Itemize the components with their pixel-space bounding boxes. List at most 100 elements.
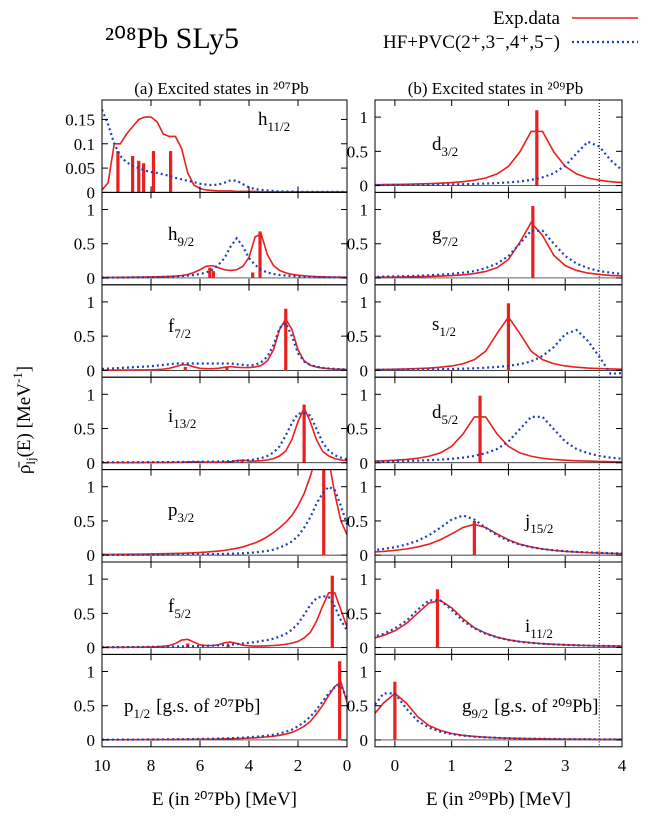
strength-bar <box>330 575 334 648</box>
panel-frame <box>101 469 348 563</box>
panel-frame <box>101 191 348 286</box>
state-sub: 5/2 <box>442 412 459 427</box>
y-tick-label: 0.5 <box>347 142 368 161</box>
panel-frame <box>374 376 623 471</box>
x-tick-label: 2 <box>294 756 303 775</box>
strength-bar <box>142 163 146 193</box>
strength-bar <box>531 206 535 278</box>
state-sub: 11/2 <box>530 626 553 641</box>
state-letter: d <box>432 402 442 423</box>
y-label-end: ] <box>14 366 35 372</box>
y-tick-label: 1 <box>360 663 369 682</box>
state-sub: 1/2 <box>439 324 456 339</box>
x-tick-label: 4 <box>245 756 254 775</box>
y-tick-label: 1 <box>360 201 369 220</box>
strength-bar <box>302 404 306 463</box>
y-tick-label: 0.5 <box>347 512 368 531</box>
state-label: p1/2 [g.s. of ²⁰⁷Pb] <box>124 696 261 721</box>
y-label-sup: -1 <box>10 372 25 383</box>
x-tick-label: 10 <box>94 756 111 775</box>
series-line <box>375 328 622 375</box>
strength-bar <box>169 151 173 193</box>
panel <box>102 109 347 193</box>
y-tick-label: 0 <box>87 183 96 202</box>
state-label: i13/2 <box>168 406 196 431</box>
y-tick-label: 0.5 <box>74 697 95 716</box>
panel-frame <box>374 191 623 286</box>
series-line <box>375 140 622 187</box>
strength-bar <box>393 681 397 740</box>
strength-bar <box>240 461 244 463</box>
y-tick-label: 0.5 <box>347 604 368 623</box>
strength-bar <box>183 366 187 371</box>
series-line <box>102 236 347 279</box>
series-line <box>375 415 622 463</box>
figure-title: ²⁰⁸Pb SLy5 <box>105 22 239 55</box>
panel <box>102 469 347 557</box>
strength-bar <box>225 366 229 371</box>
state-label: g9/2 [g.s. of ²⁰⁹Pb] <box>462 696 599 721</box>
y-tick-label: 0.5 <box>74 327 95 346</box>
state-sub: 1/2 <box>134 706 151 721</box>
strength-bar <box>137 160 141 193</box>
panel-title: (a) Excited states in ²⁰⁷Pb <box>134 79 309 98</box>
panel <box>375 100 622 193</box>
state-letter: i <box>168 406 173 427</box>
state-label: i11/2 <box>525 616 553 641</box>
state-letter: h <box>258 109 268 130</box>
y-tick-label: 0 <box>360 361 369 380</box>
series-line <box>102 485 347 557</box>
y-tick-label: 1 <box>87 478 96 497</box>
panel-frame <box>101 284 348 378</box>
series-line <box>102 595 347 649</box>
strength-bar <box>116 151 120 193</box>
state-letter: f <box>168 316 175 337</box>
x-tick-label: 3 <box>561 756 570 775</box>
panel-frame <box>101 653 348 748</box>
y-tick-label: 0.05 <box>65 159 95 178</box>
y-tick-label: 0 <box>360 546 369 565</box>
y-tick-label: 0.5 <box>347 420 368 439</box>
series-line <box>375 221 622 279</box>
strength-bar <box>435 589 440 648</box>
y-tick-label: 0.5 <box>347 327 368 346</box>
state-sub: 3/2 <box>178 510 195 525</box>
y-tick-label: 0 <box>360 269 369 288</box>
state-sub: 7/2 <box>174 326 191 341</box>
series-line <box>375 315 622 371</box>
panel-frame <box>101 561 348 655</box>
x-axis-label: E (in ²⁰⁷Pb) [MeV] <box>152 789 297 810</box>
x-tick-label: 6 <box>196 756 205 775</box>
panel-title: (b) Excited states in ²⁰⁹Pb <box>408 79 584 98</box>
state-label: h9/2 <box>168 224 194 249</box>
state-label: h11/2 <box>258 109 290 134</box>
series-line <box>375 599 622 647</box>
y-tick-label: 1 <box>360 108 369 127</box>
y-tick-label: 0 <box>87 731 96 750</box>
state-sub: 5/2 <box>174 606 191 621</box>
y-tick-label: 1 <box>360 478 369 497</box>
y-tick-label: 0 <box>87 361 96 380</box>
y-tick-label: 1 <box>87 663 96 682</box>
panel-frame <box>374 653 623 748</box>
state-sub: 9/2 <box>178 234 195 249</box>
y-label-rest: (E) [MeV <box>14 383 35 458</box>
strength-bar <box>472 520 476 556</box>
series-line <box>102 683 347 741</box>
y-tick-label: 1 <box>360 570 369 589</box>
strength-bar <box>535 110 539 186</box>
strength-bar <box>208 267 212 278</box>
x-axis-label: E (in ²⁰⁹Pb) [MeV] <box>426 789 571 810</box>
panel <box>102 231 347 279</box>
panel-frame <box>374 99 623 193</box>
series-line <box>102 109 347 193</box>
state-sub: 11/2 <box>268 119 291 134</box>
state-letter: f <box>168 596 175 617</box>
state-letter: i <box>525 616 530 637</box>
y-tick-label: 0 <box>87 269 96 288</box>
state-sub: 15/2 <box>530 521 553 536</box>
panel <box>375 469 622 562</box>
y-tick-label: 0 <box>87 639 96 658</box>
state-label: g7/2 <box>432 224 458 249</box>
